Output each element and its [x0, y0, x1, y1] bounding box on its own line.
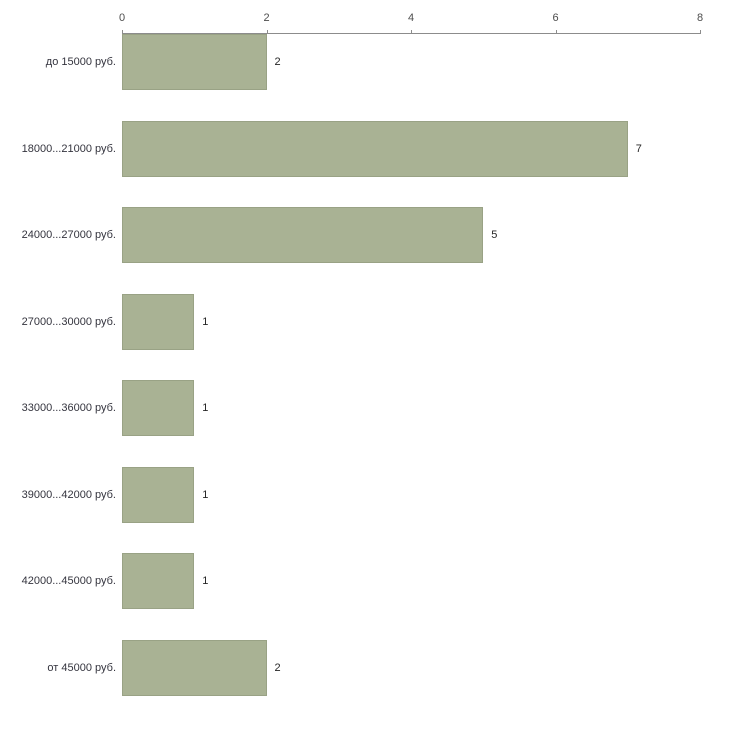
bar-row: 39000...42000 руб. 1 [22, 466, 700, 554]
bar [122, 553, 195, 609]
category-label: 24000...27000 руб. [21, 229, 116, 241]
bar [122, 34, 267, 90]
bar-row: до 15000 руб. 2 [46, 34, 700, 121]
bar [122, 639, 267, 696]
value-label: 1 [202, 402, 209, 414]
bar [122, 207, 484, 263]
value-label: 1 [202, 488, 209, 501]
value-label: 1 [202, 315, 209, 328]
x-tick-mark [122, 30, 123, 34]
value-label: 7 [635, 142, 642, 155]
bar-row: 18000...21000 руб. 7 [22, 120, 700, 208]
category-label: 39000...42000 руб. [21, 488, 116, 501]
bar-row: 42000...45000 руб. 1 [22, 553, 700, 640]
bar-row: 33000...36000 руб. 1 [22, 380, 700, 467]
bar-row: 27000...30000 руб. 1 [22, 293, 700, 381]
bar-row: 24000...27000 руб. 5 [22, 207, 700, 294]
plot-area: 0 2 4 6 8 до 15000 руб. 2 18000...21000 руб. 7 2… [22, 12, 703, 730]
value-label: 2 [274, 661, 281, 674]
bar-row: от 45000 руб. 2 [47, 639, 700, 727]
bar [122, 120, 628, 177]
bar [122, 380, 195, 436]
x-tick-mark [700, 30, 701, 34]
category-label: до 15000 руб. [45, 56, 116, 68]
category-label: 18000...21000 руб. [21, 142, 116, 155]
value-label: 5 [491, 229, 498, 241]
category-label: от 45000 руб. [47, 661, 116, 674]
x-tick-mark [266, 30, 268, 34]
x-tick-mark [411, 30, 412, 34]
value-label: 1 [202, 575, 209, 587]
category-label: 42000...45000 руб. [21, 575, 116, 587]
category-label: 27000...30000 руб. [21, 315, 116, 328]
category-label: 33000...36000 руб. [21, 402, 116, 414]
bar [122, 293, 195, 350]
x-tick-label: 8 [696, 12, 704, 24]
x-tick-label: 6 [552, 12, 559, 24]
x-tick-label: 2 [263, 12, 270, 24]
bar [122, 466, 195, 523]
x-tick-mark [555, 30, 557, 34]
value-label: 2 [274, 56, 281, 68]
x-tick-label: 4 [407, 12, 415, 24]
bar-rows: до 15000 руб. 2 18000...21000 руб. 7 24000..… [22, 34, 700, 727]
x-tick-label: 0 [118, 12, 126, 24]
